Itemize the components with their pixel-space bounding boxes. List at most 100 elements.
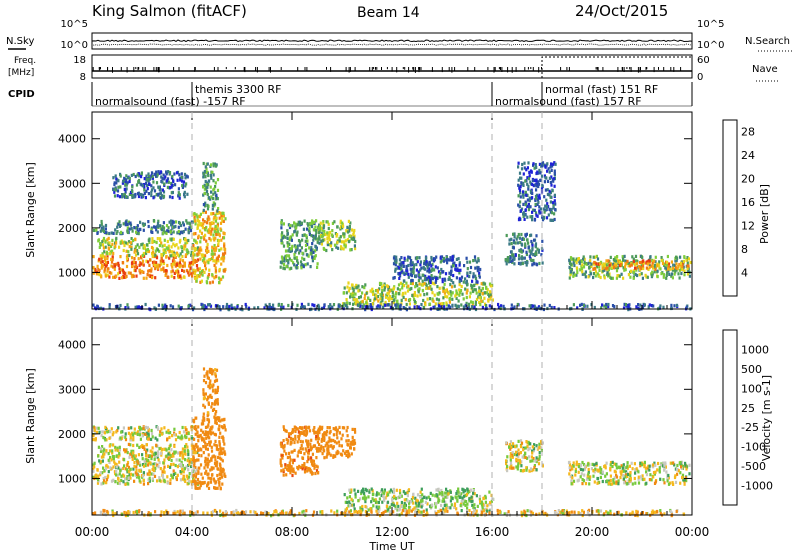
range-cell [211, 273, 214, 277]
range-cell [393, 259, 396, 263]
range-cell [659, 267, 662, 271]
range-cell [399, 281, 402, 285]
range-cell [454, 267, 457, 271]
range-cell [118, 245, 121, 249]
range-cell [408, 302, 411, 306]
range-cell [512, 239, 515, 243]
range-cell [339, 303, 342, 307]
range-cell [175, 171, 179, 175]
range-cell [216, 388, 219, 393]
range-cell [233, 306, 236, 310]
range-cell [316, 440, 319, 444]
range-cell [209, 197, 212, 201]
range-cell [131, 256, 134, 260]
range-cell [334, 428, 337, 432]
range-cell [552, 206, 555, 210]
range-cell [306, 469, 309, 473]
range-cell [161, 225, 164, 229]
range-cell [572, 303, 575, 307]
range-cell [466, 267, 469, 271]
range-cell [394, 506, 397, 510]
range-cell [188, 222, 192, 226]
range-cell [298, 243, 301, 247]
range-cell [537, 182, 541, 186]
range-cell [352, 503, 355, 507]
range-cell [184, 184, 187, 188]
range-cell [204, 233, 207, 237]
range-cell [351, 442, 354, 446]
range-cell [517, 261, 521, 265]
range-cell [195, 213, 198, 217]
range-cell [325, 441, 328, 446]
range-cell [656, 275, 659, 279]
nave-tick-bottom: 0 [697, 72, 703, 83]
range-cell [497, 305, 500, 309]
range-cell [434, 265, 437, 269]
range-cell [209, 428, 212, 432]
range-cell [117, 185, 120, 189]
range-cell [208, 436, 211, 440]
range-cell [175, 458, 178, 462]
range-cell [361, 285, 364, 289]
range-cell [158, 476, 161, 480]
range-cell [407, 505, 411, 509]
range-cell [298, 220, 302, 224]
range-cell [181, 268, 184, 272]
range-cell [546, 192, 549, 196]
range-cell [470, 497, 473, 501]
range-cell [206, 203, 209, 207]
range-cell [405, 266, 408, 270]
range-cell [108, 460, 111, 464]
range-cell [519, 176, 522, 180]
range-cell [346, 225, 349, 229]
range-cell [425, 262, 428, 266]
cpid-label: CPID [8, 89, 35, 100]
range-cell [147, 260, 150, 264]
range-cell [688, 274, 691, 278]
range-cell [107, 236, 110, 240]
range-cell [651, 264, 654, 268]
range-cell [186, 175, 189, 179]
range-cell [647, 259, 650, 263]
range-cell [166, 229, 169, 233]
range-cell [143, 246, 146, 250]
range-cell [140, 195, 143, 199]
range-cell [667, 264, 670, 268]
range-cell [118, 195, 122, 199]
range-cell [535, 165, 538, 170]
range-cell [548, 193, 551, 197]
range-cell [598, 273, 601, 277]
range-cell [550, 218, 553, 222]
range-cell [119, 255, 122, 259]
range-cell [287, 464, 290, 468]
range-cell [203, 187, 206, 191]
range-cell [301, 251, 304, 255]
range-cell [149, 258, 152, 262]
range-cell [175, 243, 178, 247]
range-cell [378, 281, 382, 285]
range-cell [667, 267, 670, 271]
range-cell [473, 507, 476, 511]
range-cell [626, 259, 629, 263]
range-cell [142, 464, 146, 468]
range-cell [183, 467, 186, 471]
range-cell [479, 303, 482, 307]
range-cell [115, 454, 118, 458]
range-cell [202, 210, 205, 214]
range-cell [110, 271, 113, 275]
range-cell [104, 467, 108, 471]
range-cell [543, 163, 546, 167]
range-cell [124, 467, 127, 471]
range-cell [333, 220, 336, 224]
range-cell [137, 232, 140, 236]
range-cell [449, 499, 452, 503]
range-cell [193, 253, 196, 257]
range-cell [202, 412, 205, 416]
freq-unit-label: [MHz] [8, 68, 34, 78]
range-cell [157, 185, 160, 189]
range-cell [212, 212, 215, 216]
range-cell [338, 431, 341, 435]
range-cell [199, 433, 202, 438]
range-cell [550, 207, 553, 212]
range-cell [479, 499, 482, 503]
